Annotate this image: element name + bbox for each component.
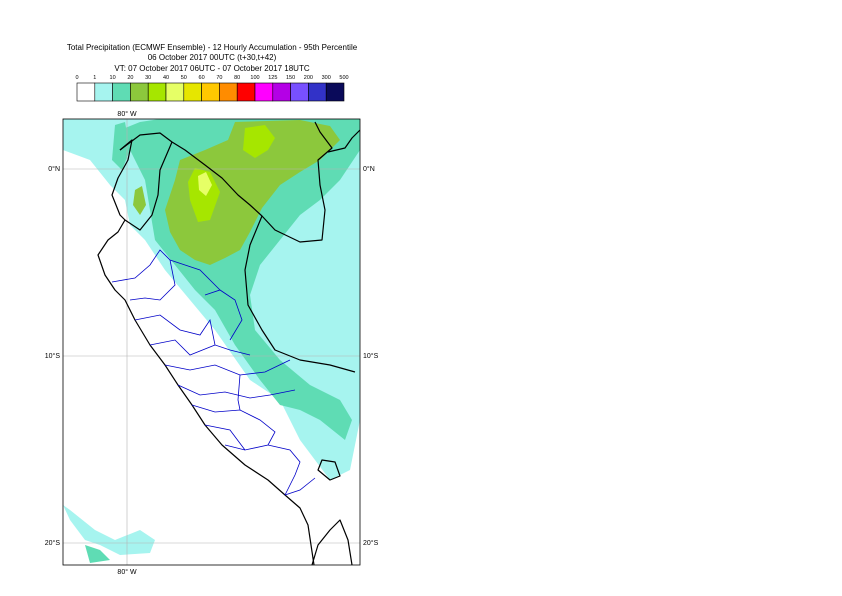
base-time: 06 October 2017 00UTC (t+30,t+42) — [147, 53, 277, 62]
legend-threshold-label: 30 — [145, 75, 151, 81]
valid-time: VT: 07 October 2017 06UTC - 07 October 2… — [114, 64, 310, 73]
lat-label-right: 10°S — [363, 352, 379, 360]
precip-1-10-field — [63, 505, 155, 555]
lon-label-top: 80° W — [117, 110, 137, 118]
legend-threshold-label: 125 — [268, 75, 277, 81]
lat-label-left: 0°N — [48, 165, 60, 173]
lat-label-right: 20°S — [363, 539, 379, 547]
legend-threshold-label: 20 — [127, 75, 133, 81]
lon-label-bottom: 80° W — [117, 568, 137, 576]
legend-threshold-label: 10 — [110, 75, 116, 81]
regional-boundaries — [111, 249, 316, 496]
precip-30-40-field — [243, 125, 275, 158]
legend-threshold-label: 200 — [304, 75, 313, 81]
legend-threshold-label: 100 — [250, 75, 259, 81]
color-legend: 0 1 10 20 30 40 50 60 70 80 100 125 150 200 300 500 — [75, 75, 349, 102]
country-borders — [97, 121, 360, 565]
legend-threshold-label: 300 — [322, 75, 331, 81]
legend-threshold-label: 0 — [75, 75, 78, 81]
lat-label-right: 0°N — [363, 165, 375, 173]
lat-label-left: 20°S — [45, 539, 61, 547]
legend-threshold-label: 1 — [93, 75, 96, 81]
map-title: Total Precipitation (ECMWF Ensemble) - 1… — [66, 43, 358, 52]
precip-30-40-field — [188, 168, 220, 222]
legend-threshold-label: 40 — [163, 75, 169, 81]
precip-10-20-field — [85, 545, 110, 563]
legend-threshold-label: 70 — [216, 75, 222, 81]
precip-10-20-field — [112, 122, 130, 170]
legend-threshold-label: 500 — [339, 75, 348, 81]
legend-threshold-label: 80 — [234, 75, 240, 81]
precip-20-30-field — [165, 120, 340, 265]
precip-40-50-field — [198, 172, 212, 196]
map-frame — [62, 118, 361, 566]
legend-threshold-label: 50 — [181, 75, 187, 81]
legend-swatch — [325, 82, 345, 102]
lat-label-left: 10°S — [45, 352, 61, 360]
legend-threshold-label: 60 — [199, 75, 205, 81]
legend-threshold-label: 150 — [286, 75, 295, 81]
precip-20-30-field — [133, 186, 146, 215]
